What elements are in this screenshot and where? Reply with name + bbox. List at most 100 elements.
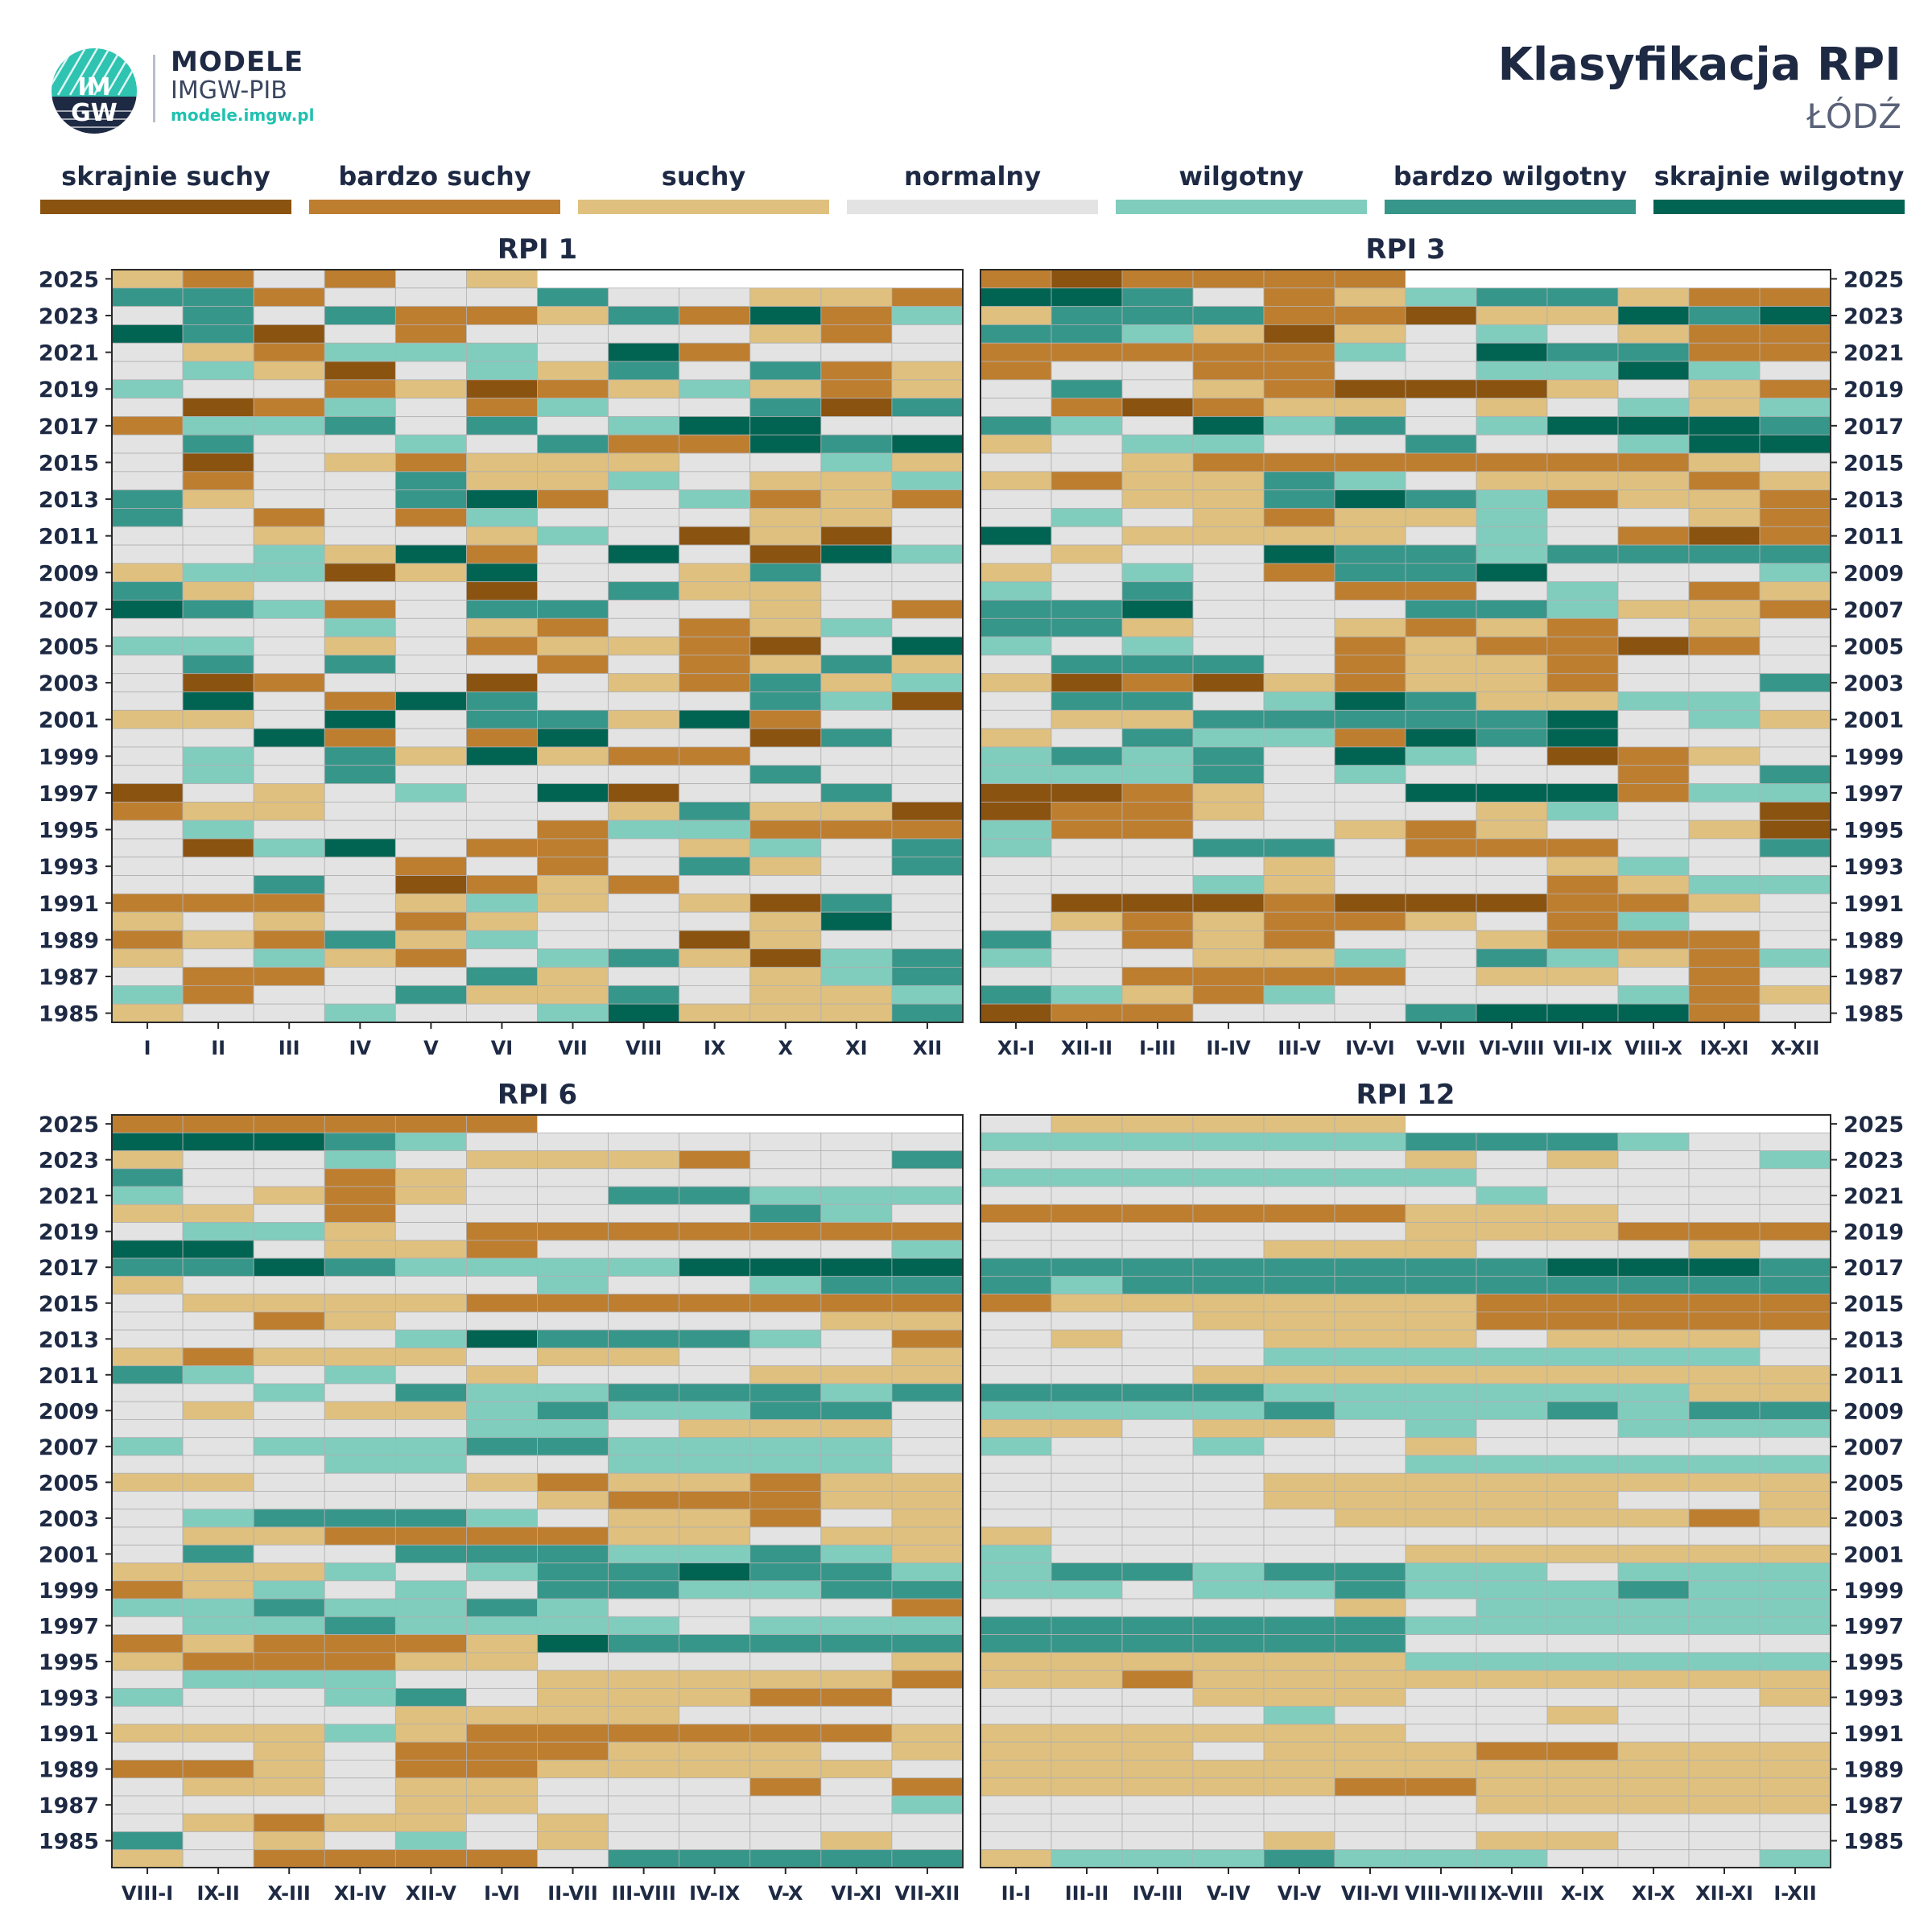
- y-tick-label: 2001: [1843, 1542, 1904, 1567]
- heatmap-cell: [1263, 1760, 1335, 1779]
- heatmap-cell: [182, 1222, 254, 1241]
- y-tick-label: 2019: [39, 378, 99, 402]
- heatmap-cell: [1405, 434, 1477, 454]
- heatmap-cell: [1617, 1455, 1690, 1474]
- heatmap-cell: [891, 1329, 964, 1348]
- heatmap-cell: [324, 1401, 396, 1420]
- heatmap-cell: [1617, 1670, 1690, 1689]
- heatmap-cell: [1263, 1813, 1335, 1832]
- heatmap-cell: [891, 636, 964, 656]
- heatmap-cell: [1546, 1849, 1619, 1868]
- heatmap-cell: [820, 1294, 893, 1313]
- heatmap-cell: [679, 1275, 751, 1295]
- heatmap-cell: [111, 379, 184, 399]
- heatmap-cell: [1405, 1472, 1477, 1492]
- heatmap-cell: [111, 361, 184, 381]
- heatmap-cell: [891, 1687, 964, 1707]
- heatmap-cell: [537, 1849, 609, 1868]
- heatmap-cell: [1546, 1544, 1619, 1563]
- heatmap-cell: [324, 765, 396, 784]
- heatmap-cell: [111, 1634, 184, 1653]
- heatmap-cell: [111, 709, 184, 729]
- heatmap-cell: [1617, 379, 1690, 399]
- heatmap-cell: [820, 1186, 893, 1205]
- heatmap-cell: [1759, 1168, 1831, 1187]
- heatmap-cell: [608, 1544, 680, 1563]
- heatmap-cell: [1688, 1311, 1761, 1331]
- heatmap-cell: [1759, 581, 1831, 601]
- heatmap-cell: [1334, 508, 1406, 527]
- heatmap-cell: [1121, 489, 1194, 509]
- heatmap-cell: [253, 1741, 325, 1761]
- heatmap-cell: [111, 1706, 184, 1725]
- heatmap-cell: [1192, 930, 1265, 950]
- heatmap-cell: [253, 1455, 325, 1474]
- heatmap-cell: [537, 746, 609, 766]
- heatmap-cell: [1192, 1849, 1265, 1868]
- heatmap-cell: [324, 1203, 396, 1223]
- heatmap-cell: [111, 1652, 184, 1671]
- heatmap-cell: [980, 1329, 1052, 1348]
- legend-label: wilgotny: [1179, 161, 1304, 192]
- heatmap-cell: [537, 985, 609, 1005]
- heatmap-cell: [1192, 1240, 1265, 1259]
- heatmap-cell: [1405, 342, 1477, 362]
- heatmap-cell: [1617, 342, 1690, 362]
- x-tick-label: I-VI: [484, 1882, 520, 1905]
- heatmap-cell: [537, 1003, 609, 1023]
- heatmap-cell: [182, 783, 254, 803]
- heatmap-cell: [1546, 1706, 1619, 1725]
- heatmap-cell: [1263, 1348, 1335, 1367]
- heatmap-cell: [891, 1419, 964, 1439]
- heatmap-cell: [1263, 306, 1335, 325]
- y-tick-label: 1995: [1843, 819, 1904, 844]
- heatmap-cell: [679, 1741, 751, 1761]
- heatmap-cell: [980, 893, 1052, 913]
- heatmap-cell: [749, 1419, 822, 1439]
- heatmap-cell: [1405, 1634, 1477, 1653]
- y-tick-label: 2015: [39, 1292, 99, 1317]
- heatmap-cell: [1688, 654, 1761, 675]
- heatmap-cell: [466, 1849, 538, 1868]
- brand-url[interactable]: modele.imgw.pl: [171, 105, 315, 125]
- heatmap-cell: [1688, 1383, 1761, 1402]
- heatmap-cell: [1688, 563, 1761, 583]
- chart-frame: [980, 269, 1831, 1023]
- heatmap-cell: [1617, 1472, 1690, 1492]
- heatmap-cell: [466, 1616, 538, 1635]
- heatmap-cell: [1617, 1003, 1690, 1023]
- heatmap-cell: [1051, 324, 1123, 344]
- heatmap-cell: [1617, 526, 1690, 546]
- heatmap-cell: [394, 269, 467, 289]
- heatmap-cell: [182, 1831, 254, 1851]
- heatmap-cell: [679, 783, 751, 803]
- heatmap-cell: [1192, 673, 1265, 692]
- heatmap-cell: [1476, 1670, 1548, 1689]
- heatmap-cell: [1192, 489, 1265, 509]
- heatmap-cell: [1334, 1544, 1406, 1563]
- heatmap-cell: [1121, 911, 1194, 931]
- heatmap-cell: [820, 452, 893, 473]
- heatmap-cell: [1192, 691, 1265, 711]
- heatmap-cell: [891, 508, 964, 527]
- y-tick-label: 2021: [1843, 1184, 1904, 1209]
- heatmap-cell: [1121, 1670, 1194, 1689]
- heatmap-cell: [749, 306, 822, 325]
- heatmap-cell: [394, 1348, 467, 1367]
- heatmap-cell: [1051, 600, 1123, 619]
- heatmap-cell: [1617, 857, 1690, 876]
- heatmap-cell: [1263, 617, 1335, 638]
- heatmap-cell: [749, 1670, 822, 1689]
- heatmap-cell: [466, 1652, 538, 1671]
- heatmap-cell: [111, 985, 184, 1005]
- heatmap-cell: [820, 1150, 893, 1170]
- heatmap-cell: [1688, 1186, 1761, 1205]
- heatmap-cell: [749, 930, 822, 950]
- heatmap-cell: [1051, 1132, 1123, 1151]
- heatmap-cell: [1476, 1544, 1548, 1563]
- heatmap-cell: [891, 342, 964, 362]
- heatmap-cell: [253, 306, 325, 325]
- y-tick-label: 1987: [1843, 1794, 1904, 1818]
- heatmap-cell: [1334, 1329, 1406, 1348]
- heatmap-cell: [394, 1777, 467, 1797]
